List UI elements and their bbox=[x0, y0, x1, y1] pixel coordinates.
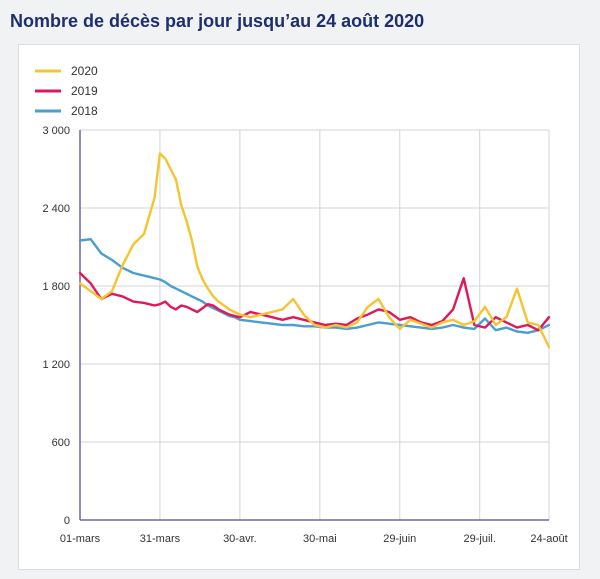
x-tick-label: 29-juil. bbox=[464, 533, 496, 545]
legend-label-2018: 2018 bbox=[71, 104, 98, 118]
y-tick-label: 1 800 bbox=[42, 281, 70, 293]
legend-label-2020: 2020 bbox=[71, 64, 98, 78]
y-tick-label: 3 000 bbox=[42, 125, 70, 137]
y-tick-label: 2 400 bbox=[42, 203, 70, 215]
x-tick-label: 24-août bbox=[530, 533, 567, 545]
line-chart: 0 600 1 200 1 800 2 400 3 000 01-mars 31-mars 30… bbox=[35, 64, 568, 545]
legend-label-2019: 2019 bbox=[71, 84, 98, 98]
x-tick-label: 01-mars bbox=[60, 533, 101, 545]
chart-card: 0 600 1 200 1 800 2 400 3 000 01-mars 31-mars 30… bbox=[18, 44, 580, 570]
series-line-2020 bbox=[78, 152, 551, 349]
y-tick-label: 0 bbox=[64, 515, 70, 527]
y-tick-label: 600 bbox=[52, 437, 70, 449]
x-tick-label: 30-mai bbox=[303, 533, 337, 545]
series-line-2018 bbox=[78, 237, 551, 334]
x-tick-label: 30-avr. bbox=[223, 533, 257, 545]
x-tick-label: 29-juin bbox=[383, 533, 416, 545]
y-tick-label: 1 200 bbox=[42, 359, 70, 371]
x-tick-label: 31-mars bbox=[140, 533, 181, 545]
page-title: Nombre de décès par jour jusqu’au 24 aoû… bbox=[10, 11, 425, 31]
series-line-2019 bbox=[78, 271, 551, 332]
